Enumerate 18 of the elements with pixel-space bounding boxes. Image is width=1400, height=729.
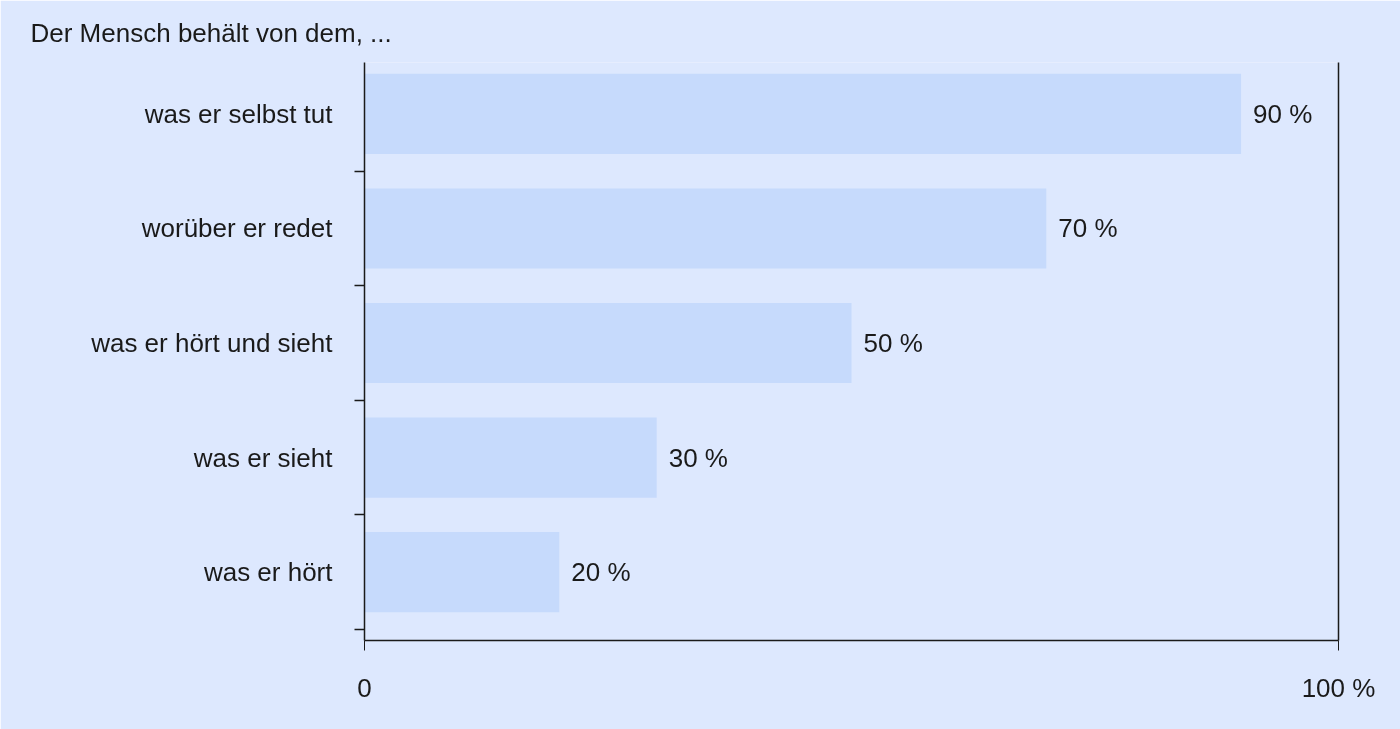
y-tick-label: was er sieht xyxy=(192,442,334,473)
data-label: 20 % xyxy=(571,557,631,588)
data-label: 50 % xyxy=(863,328,923,359)
data-label: 70 % xyxy=(1058,213,1118,244)
bar xyxy=(364,73,1242,155)
bar xyxy=(364,302,852,384)
chart-title: Der Mensch behält von dem, ... xyxy=(30,17,392,48)
x-tick-label: 0 xyxy=(357,672,372,703)
y-tick-label: was er selbst tut xyxy=(143,98,334,129)
y-tick-label: was er hört und sieht xyxy=(90,328,334,359)
y-tick-label: was er hört xyxy=(202,557,334,588)
data-label: 30 % xyxy=(668,442,728,473)
y-tick-label: worüber er redet xyxy=(140,213,334,244)
data-label: 90 % xyxy=(1253,98,1313,129)
x-tick-label: 100 % xyxy=(1301,672,1376,703)
bar xyxy=(364,532,560,613)
bar xyxy=(364,417,657,498)
bar xyxy=(364,188,1047,269)
